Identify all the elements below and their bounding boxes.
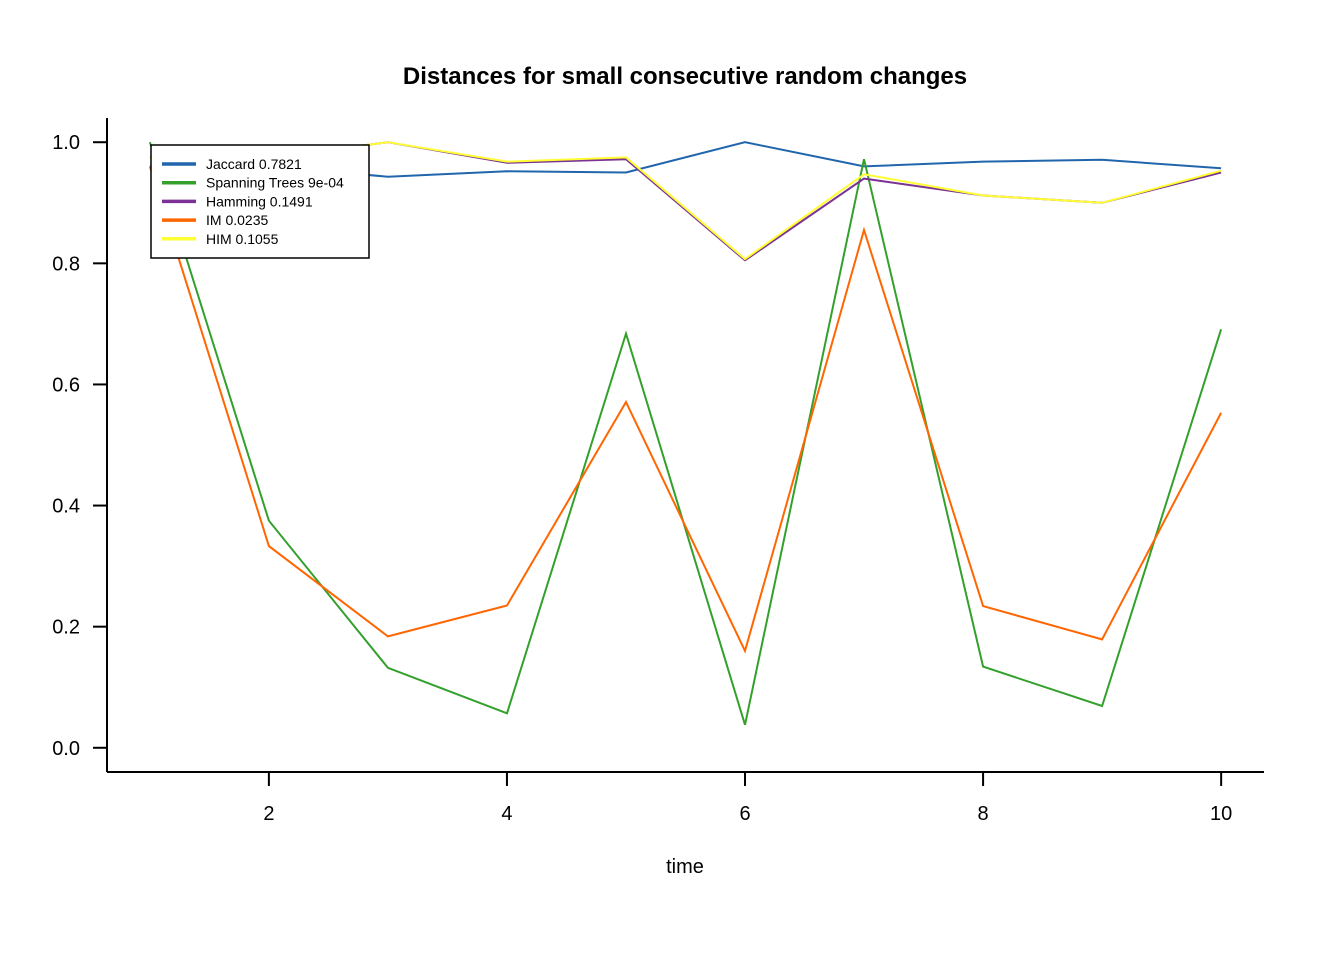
x-tick-label: 10 bbox=[1210, 803, 1232, 825]
legend-label-jaccard: Jaccard 0.7821 bbox=[206, 156, 302, 172]
legend-label-hamming: Hamming 0.1491 bbox=[206, 193, 313, 209]
y-tick-label: 0.4 bbox=[52, 496, 80, 518]
x-tick-label: 2 bbox=[263, 803, 274, 825]
legend-label-him: HIM 0.1055 bbox=[206, 231, 279, 247]
series-line-im bbox=[148, 166, 1222, 654]
y-tick-label: 0.2 bbox=[52, 617, 80, 639]
chart-title: Distances for small consecutive random c… bbox=[403, 63, 967, 90]
x-ticks: 2 4 6 8 10 bbox=[263, 772, 1232, 825]
x-tick-label: 8 bbox=[978, 803, 989, 825]
y-tick-label: 0.0 bbox=[52, 738, 80, 760]
y-tick-label: 1.0 bbox=[52, 132, 80, 154]
x-tick-label: 4 bbox=[501, 803, 512, 825]
series-line-spanning bbox=[148, 141, 1223, 726]
y-ticks: 0.0 0.2 0.4 0.6 0.8 1.0 bbox=[52, 132, 107, 760]
legend-label-spanning: Spanning Trees 9e-04 bbox=[206, 175, 344, 191]
x-axis-label: time bbox=[666, 856, 704, 878]
y-tick-label: 0.8 bbox=[52, 253, 80, 275]
legend-label-im: IM 0.0235 bbox=[206, 212, 268, 228]
legend: Jaccard 0.7821 Spanning Trees 9e-04 Hammin… bbox=[150, 144, 370, 259]
x-tick-label: 6 bbox=[739, 803, 750, 825]
y-tick-label: 0.6 bbox=[52, 374, 80, 396]
